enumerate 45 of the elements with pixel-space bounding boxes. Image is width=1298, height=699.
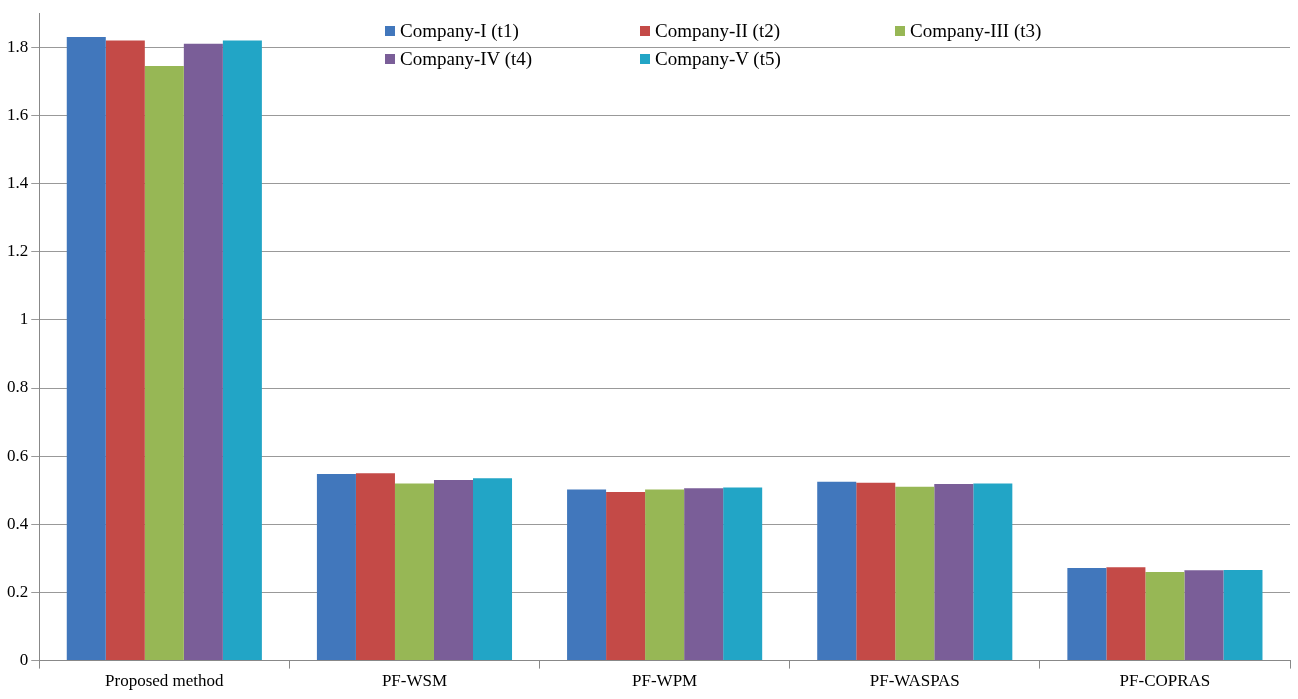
y-tick-label: 0 <box>19 650 29 670</box>
bar <box>723 487 763 661</box>
bar <box>606 491 646 661</box>
x-tick-label: PF-WPM <box>632 671 698 691</box>
x-tick-label: PF-WASPAS <box>869 671 960 691</box>
y-tick-label: 1.2 <box>7 241 29 261</box>
x-tick-label: Proposed method <box>105 671 225 691</box>
bar <box>973 483 1013 661</box>
y-tick-label: 1.8 <box>7 36 29 56</box>
bar <box>567 489 607 661</box>
bar <box>684 488 724 661</box>
bar <box>817 481 857 661</box>
bar <box>934 484 974 661</box>
bar <box>316 473 356 661</box>
bar <box>895 486 935 661</box>
y-tick-label: 1.4 <box>7 173 29 193</box>
bar <box>1223 569 1263 661</box>
bar <box>222 40 262 661</box>
legend-label: Company-V (t5) <box>655 48 781 70</box>
legend-label: Company-I (t1) <box>400 20 519 42</box>
bar <box>1184 570 1224 661</box>
bar <box>183 43 223 661</box>
bar <box>473 478 513 661</box>
legend-label: Company-IV (t4) <box>400 48 533 70</box>
bar <box>355 473 395 661</box>
bar <box>105 40 145 661</box>
bar <box>1145 572 1185 661</box>
legend-label: Company-III (t3) <box>910 20 1042 42</box>
bar <box>433 480 474 661</box>
bar <box>856 482 896 661</box>
y-tick-label: 1.6 <box>7 104 29 124</box>
bar <box>1106 567 1146 661</box>
y-tick-label: 0.6 <box>7 445 29 465</box>
x-tick-label: PF-COPRAS <box>1119 671 1211 691</box>
x-tick-label: PF-WSM <box>381 671 448 691</box>
bar <box>1067 567 1107 661</box>
bar <box>144 66 184 661</box>
y-tick-label: 0.4 <box>7 513 29 533</box>
y-tick-label: 0.8 <box>7 377 29 397</box>
legend-label: Company-II (t2) <box>655 20 781 42</box>
bar <box>394 483 434 661</box>
y-tick-label: 0.2 <box>7 581 29 601</box>
bar <box>66 37 106 661</box>
bar <box>645 489 685 661</box>
y-tick-label: 1 <box>19 309 29 329</box>
